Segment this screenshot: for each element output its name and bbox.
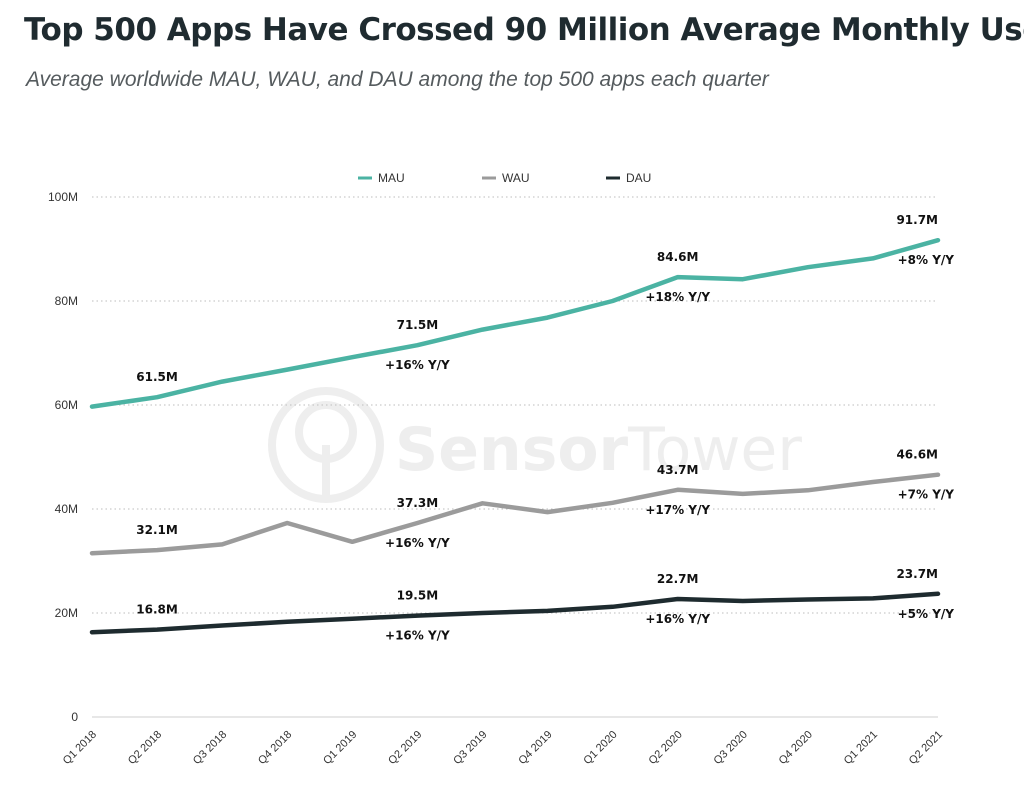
x-tick-label: Q2 2021 [907, 729, 945, 767]
x-tick-label: Q4 2020 [777, 729, 815, 767]
data-label: 32.1M [136, 523, 178, 537]
growth-label: +7% Y/Y [898, 488, 955, 502]
x-axis: Q1 2018 Q2 2018 Q3 2018 Q4 2018 Q1 2019 Q2 20… [61, 729, 945, 767]
series-line-wau [89, 472, 941, 556]
legend-label-wau: WAU [502, 171, 530, 185]
x-tick-label: Q2 2020 [646, 729, 684, 767]
growth-label: +16% Y/Y [645, 612, 710, 626]
growth-label: +16% Y/Y [385, 358, 450, 372]
chart-title: Top 500 Apps Have Crossed 90 Million Ave… [24, 12, 1024, 48]
x-tick-label: Q4 2018 [256, 729, 294, 767]
series-lines [89, 237, 941, 635]
watermark-text-a: Sensor [395, 415, 629, 485]
sensortower-watermark: SensorTower [268, 387, 802, 503]
y-tick-label: 0 [71, 710, 78, 724]
data-label: 19.5M [397, 589, 439, 603]
growth-label: +16% Y/Y [385, 536, 450, 550]
data-label: 84.6M [657, 250, 699, 264]
x-tick-label: Q2 2019 [386, 729, 424, 767]
y-tick-label: 60M [55, 398, 78, 412]
x-tick-label: Q1 2021 [842, 729, 880, 767]
y-tick-label: 80M [55, 294, 78, 308]
y-tick-label: 100M [48, 190, 78, 204]
x-tick-label: Q4 2019 [516, 729, 554, 767]
growth-label: +18% Y/Y [645, 290, 710, 304]
data-label: 37.3M [397, 496, 439, 510]
sensortower-logo-icon [268, 387, 384, 503]
growth-label: +8% Y/Y [898, 253, 955, 267]
series-line-dau [89, 591, 941, 635]
series-line-mau [89, 237, 941, 409]
watermark-text-b: Tower [627, 415, 802, 485]
y-tick-label: 40M [55, 502, 78, 516]
data-label: 71.5M [397, 318, 439, 332]
data-labels: 61.5M 71.5M +16% Y/Y 84.6M +18% Y/Y 91.7M +8% … [136, 213, 954, 642]
x-tick-label: Q2 2018 [126, 729, 164, 767]
data-label: 61.5M [136, 370, 178, 384]
growth-label: +17% Y/Y [645, 503, 710, 517]
data-label: 46.6M [896, 448, 938, 462]
legend: MAU WAU DAU [358, 171, 651, 185]
watermark-text: SensorTower [395, 415, 802, 485]
growth-label: +16% Y/Y [385, 629, 450, 643]
x-tick-label: Q1 2020 [581, 729, 619, 767]
growth-label: +5% Y/Y [898, 607, 955, 621]
x-tick-label: Q1 2018 [61, 729, 99, 767]
data-label: 43.7M [657, 463, 699, 477]
data-label: 22.7M [657, 572, 699, 586]
data-label: 23.7M [896, 567, 938, 581]
y-tick-label: 20M [55, 606, 78, 620]
x-tick-label: Q1 2019 [321, 729, 359, 767]
chart-subtitle: Average worldwide MAU, WAU, and DAU amon… [26, 68, 769, 91]
x-tick-label: Q3 2020 [712, 729, 750, 767]
legend-label-dau: DAU [626, 171, 651, 185]
y-axis: 0 20M 40M 60M 80M 100M [48, 190, 78, 724]
x-tick-label: Q3 2018 [191, 729, 229, 767]
data-label: 16.8M [136, 603, 178, 617]
legend-label-mau: MAU [378, 171, 405, 185]
x-tick-label: Q3 2019 [451, 729, 489, 767]
data-label: 91.7M [896, 213, 938, 227]
